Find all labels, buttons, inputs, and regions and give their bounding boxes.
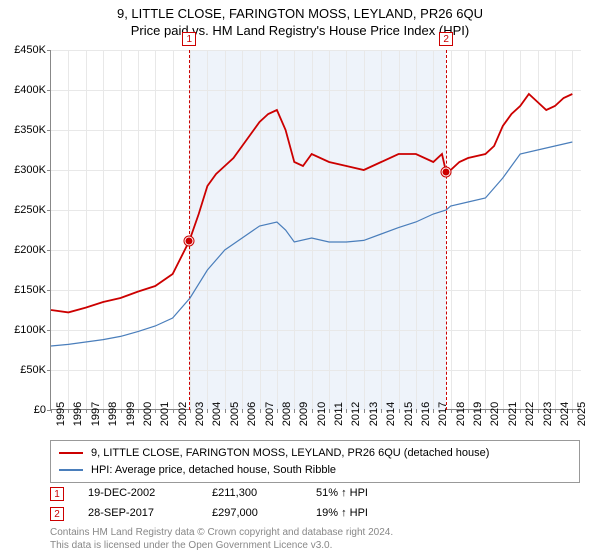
- y-axis-label: £400K: [14, 84, 46, 96]
- series-price_paid: [51, 94, 572, 312]
- sale-num-0: 1: [50, 487, 64, 501]
- sale-dot: [185, 236, 194, 245]
- sale-marker-box: 2: [439, 32, 453, 46]
- title-line-1: 9, LITTLE CLOSE, FARINGTON MOSS, LEYLAND…: [0, 6, 600, 23]
- y-axis-label: £0: [34, 404, 46, 416]
- sale-row-0: 1 19-DEC-2002 £211,300 51% ↑ HPI: [50, 484, 580, 504]
- chart-area: £0£50K£100K£150K£200K£250K£300K£350K£400…: [50, 50, 580, 410]
- sales-block: 1 19-DEC-2002 £211,300 51% ↑ HPI 2 28-SE…: [50, 484, 580, 524]
- legend-item-0: 9, LITTLE CLOSE, FARINGTON MOSS, LEYLAND…: [59, 445, 571, 462]
- y-axis-label: £250K: [14, 204, 46, 216]
- y-axis-label: £300K: [14, 164, 46, 176]
- line-layer: [51, 50, 581, 410]
- legend-label-0: 9, LITTLE CLOSE, FARINGTON MOSS, LEYLAND…: [91, 445, 489, 462]
- chart-container: 9, LITTLE CLOSE, FARINGTON MOSS, LEYLAND…: [0, 0, 600, 560]
- sale-pct-1: 19% ↑ HPI: [316, 504, 368, 524]
- sale-dot: [442, 168, 451, 177]
- sale-price-0: £211,300: [212, 484, 292, 504]
- sale-row-1: 2 28-SEP-2017 £297,000 19% ↑ HPI: [50, 504, 580, 524]
- y-axis-label: £100K: [14, 324, 46, 336]
- title-block: 9, LITTLE CLOSE, FARINGTON MOSS, LEYLAND…: [0, 0, 600, 40]
- y-axis-label: £150K: [14, 284, 46, 296]
- sale-date-0: 19-DEC-2002: [88, 484, 188, 504]
- footer-line-1: Contains HM Land Registry data © Crown c…: [50, 526, 393, 539]
- legend-item-1: HPI: Average price, detached house, Sout…: [59, 462, 571, 479]
- y-axis-label: £350K: [14, 124, 46, 136]
- legend-swatch-1: [59, 469, 83, 471]
- sale-price-1: £297,000: [212, 504, 292, 524]
- y-axis-label: £50K: [20, 364, 46, 376]
- plot-region: £0£50K£100K£150K£200K£250K£300K£350K£400…: [50, 50, 580, 410]
- sale-num-1: 2: [50, 507, 64, 521]
- series-hpi: [51, 142, 572, 346]
- y-axis-label: £200K: [14, 244, 46, 256]
- sale-date-1: 28-SEP-2017: [88, 504, 188, 524]
- sale-pct-0: 51% ↑ HPI: [316, 484, 368, 504]
- y-axis-label: £450K: [14, 44, 46, 56]
- footer-line-2: This data is licensed under the Open Gov…: [50, 539, 393, 552]
- legend-swatch-0: [59, 452, 83, 454]
- legend: 9, LITTLE CLOSE, FARINGTON MOSS, LEYLAND…: [50, 440, 580, 483]
- legend-label-1: HPI: Average price, detached house, Sout…: [91, 462, 336, 479]
- sale-marker-box: 1: [182, 32, 196, 46]
- footer: Contains HM Land Registry data © Crown c…: [50, 526, 393, 552]
- title-line-2: Price paid vs. HM Land Registry's House …: [0, 23, 600, 40]
